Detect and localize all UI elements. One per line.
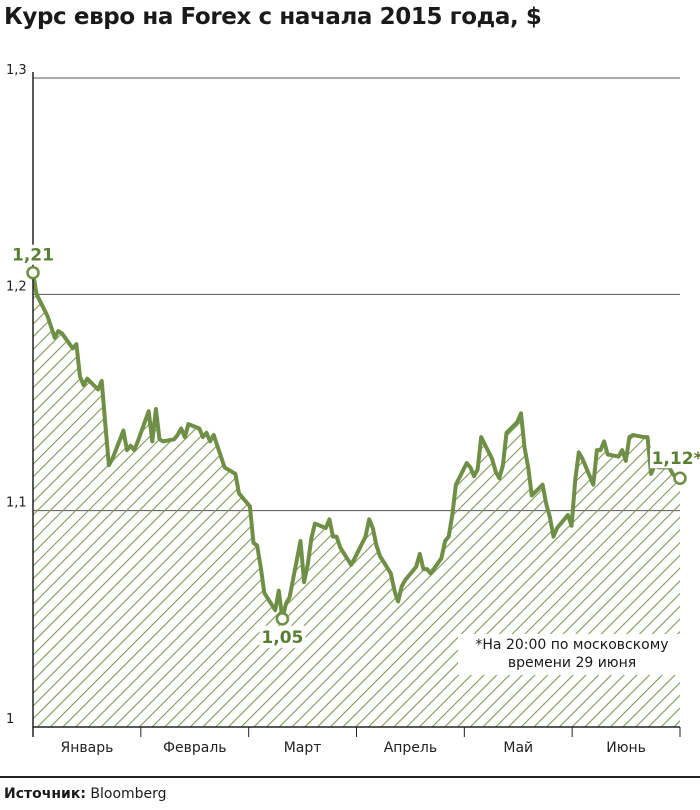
series-line (31, 270, 682, 621)
annotation-start: 1,21 (12, 246, 54, 266)
marker-min (275, 612, 290, 626)
source: Источник: Bloomberg (4, 786, 167, 802)
x-tick-label: Июнь (606, 740, 646, 756)
label-bg-end (650, 448, 700, 469)
x-tick-label: Январь (60, 740, 113, 756)
footnote-line-2: времени 29 июня (507, 655, 637, 671)
x-tick-label: Февраль (163, 740, 227, 756)
source-value: Bloomberg (90, 786, 167, 802)
y-tick-label: 1,1 (6, 496, 27, 511)
x-tick-label: Май (503, 740, 533, 756)
y-tick-label: 1,3 (6, 63, 27, 78)
chart: 1 1,1 1,2 1,3 Январь Февраль Март Апрель Май Июнь… (6, 63, 700, 756)
source-divider (0, 776, 700, 778)
annotation-end: 1,12* (652, 449, 700, 469)
y-tick-label: 1,2 (6, 279, 27, 294)
label-bg-min (259, 625, 306, 648)
area-fill (33, 272, 680, 727)
marker-start (26, 265, 40, 280)
x-tick-label: Март (284, 740, 322, 756)
y-tick-label: 1 (6, 712, 14, 727)
annotation-min: 1,05 (261, 628, 303, 648)
footnote-line-1: *На 20:00 по московскому (475, 637, 669, 653)
footnote: *На 20:00 по московскому времени 29 июня (458, 634, 686, 675)
marker-end (673, 471, 687, 485)
label-bg-start (11, 244, 55, 265)
x-tick-label: Апрель (384, 740, 437, 756)
chart-title: Курс евро на Forex с начала 2015 года, $ (4, 4, 542, 30)
source-label: Источник: (4, 786, 86, 802)
